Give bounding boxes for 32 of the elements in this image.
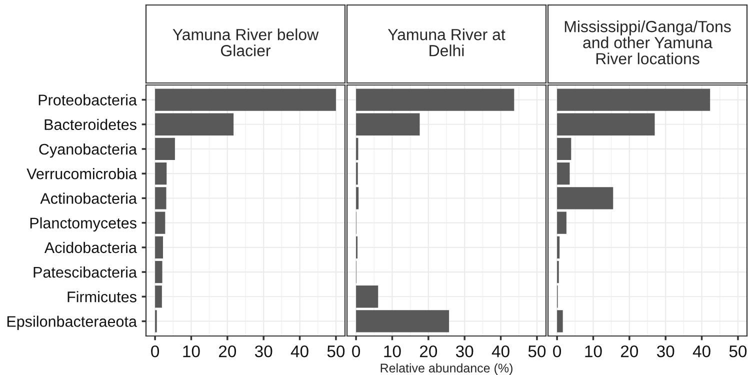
x-tick-label: 30 — [456, 345, 474, 358]
x-tick-label: 0 — [352, 345, 360, 358]
x-tick-label: 40 — [290, 345, 308, 358]
chart-title: Yamuna River below Glacier — [172, 28, 319, 56]
y-tick-label: Cyanobacteria — [39, 143, 137, 158]
x-tick-label: 30 — [656, 345, 674, 358]
y-tick-label: Proteobacteria — [38, 94, 137, 106]
x-tick-label: 40 — [492, 345, 510, 358]
y-tick-label: Planctomycetes — [30, 217, 136, 232]
y-tick-label: Acidobacteria — [44, 242, 137, 254]
y-tick-label: Epsilonbacteraeota — [7, 316, 137, 330]
chart-title: Yamuna River at Delhi — [388, 28, 506, 56]
x-tick-label: 0 — [151, 345, 160, 358]
y-tick-label: Verrucomicrobia — [26, 168, 137, 180]
y-tick-label: Patescibacteria — [34, 266, 137, 278]
x-tick-label: 10 — [183, 345, 200, 358]
x-tick-label: 20 — [420, 345, 438, 358]
x-tick-label: 20 — [620, 345, 638, 358]
x-tick-label: 40 — [692, 345, 710, 358]
y-tick-label: Firmicutes — [68, 291, 136, 302]
x-tick-label: 50 — [729, 345, 747, 358]
x-tick-label: 30 — [254, 345, 272, 358]
x-tick-label: 50 — [327, 345, 345, 358]
x-tick-label: 10 — [384, 345, 401, 358]
y-tick-label: Actinobacteria — [40, 192, 137, 204]
x-tick-label: 0 — [553, 345, 562, 358]
x-tick-label: 20 — [218, 345, 236, 358]
chart-title: Mississippi/Ganga/Tons and other Yamuna River locations — [564, 20, 731, 64]
x-axis-title: Relative abundance (%) — [380, 363, 512, 375]
x-tick-label: 10 — [585, 345, 602, 358]
x-tick-label: 50 — [528, 345, 546, 358]
y-tick-label: Bacteroidetes — [44, 118, 136, 130]
